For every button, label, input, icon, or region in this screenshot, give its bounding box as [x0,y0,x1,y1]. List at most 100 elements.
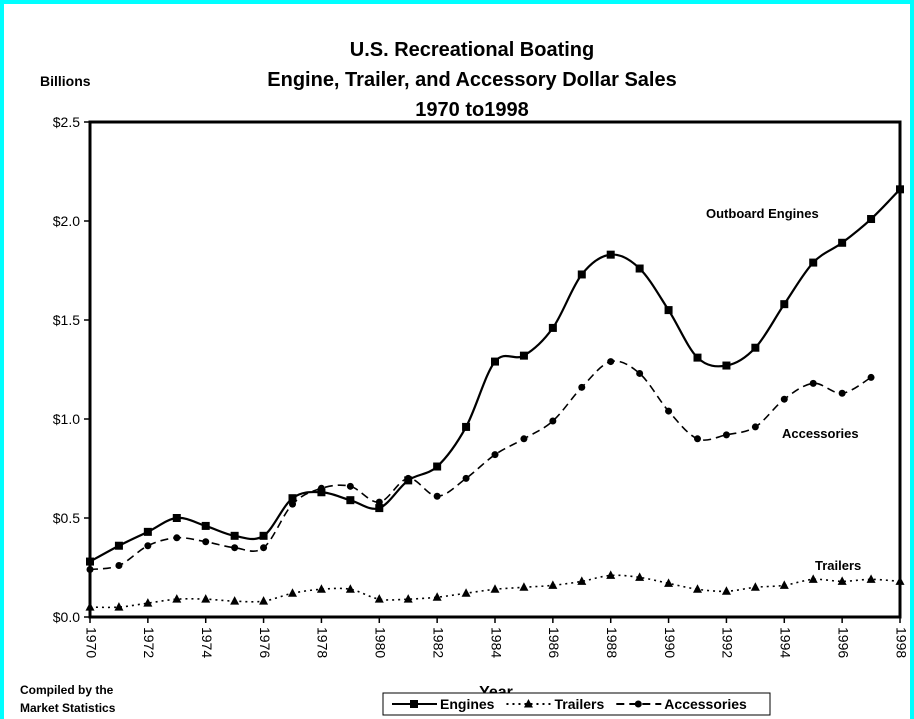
marker [317,488,326,497]
y-tick-label: $0.5 [53,510,80,526]
marker [172,594,182,603]
annotation: Outboard Engines [706,206,819,221]
marker [577,576,587,585]
marker [289,500,296,508]
marker [115,562,123,570]
marker [607,358,615,366]
marker [578,383,586,391]
marker [808,574,818,583]
marker [523,699,533,708]
marker [201,594,211,603]
marker [403,594,413,603]
marker [693,584,702,593]
marker [606,570,616,579]
marker [751,343,760,352]
x-tick-label: 1998 [893,627,909,658]
marker [665,407,673,415]
marker [461,588,471,597]
x-tick-label: 1994 [778,627,794,658]
marker [837,576,847,585]
marker [548,580,558,589]
x-tick-label: 1984 [488,627,504,658]
marker [809,379,817,387]
marker [317,484,325,492]
x-tick-label: 1986 [546,627,562,658]
x-tick-label: 1972 [141,627,157,658]
marker [433,492,441,500]
marker [345,584,355,593]
marker [577,270,586,279]
x-tick-label: 1976 [257,627,273,658]
annotation: Accessories [782,426,859,441]
marker [85,602,95,611]
marker [230,531,239,540]
marker [288,494,297,503]
marker [346,496,355,505]
marker [260,544,268,552]
marker [809,258,818,267]
marker [404,474,412,482]
y-tick-label: $1.5 [53,312,80,328]
marker [202,538,210,546]
marker [519,351,528,360]
marker [86,557,94,566]
marker [519,582,529,591]
series-line [89,360,872,571]
marker [144,542,152,550]
marker [86,565,94,573]
marker [867,215,876,224]
legend-label: Engines [440,696,495,712]
marker [721,586,731,595]
marker [433,462,442,471]
y-tick-label: $2.5 [53,114,80,130]
marker [114,541,123,550]
marker [867,373,875,381]
y-tick-label: $2.0 [53,213,80,229]
marker [201,521,210,530]
marker [693,353,702,362]
marker [143,527,152,536]
marker [866,574,876,583]
marker [779,580,789,589]
marker [259,531,268,540]
marker [548,323,557,332]
marker [751,423,759,431]
marker [173,534,181,542]
x-tick-label: 1970 [83,627,99,658]
chart-title: 1970 to1998 [415,99,528,121]
legend-label: Accessories [664,696,747,712]
marker [374,594,384,603]
marker [491,451,499,459]
marker [750,582,760,591]
x-tick-label: 1982 [430,627,446,658]
annotation: Trailers [815,558,861,573]
marker [375,498,383,506]
marker [462,422,471,431]
x-tick-label: 1974 [199,627,215,658]
marker [375,504,384,513]
source-note: Compiled by the [20,683,114,697]
x-tick-label: 1988 [604,627,620,658]
x-tick-label: 1990 [662,627,678,658]
marker [838,389,846,397]
legend-label: Trailers [554,696,604,712]
marker [635,572,645,581]
y-tick-label: $0.0 [53,609,80,625]
marker [549,417,557,425]
x-tick-label: 1980 [373,627,389,658]
marker [838,238,847,247]
marker [722,431,730,439]
marker [780,395,788,403]
marker [635,264,644,273]
marker [143,598,153,607]
marker [346,482,354,490]
marker [230,596,240,605]
marker [520,435,528,443]
marker [722,361,731,370]
plot-frame [88,120,902,619]
marker [664,578,674,587]
marker [491,357,499,366]
chart-title: Engine, Trailer, and Accessory Dollar Sa… [267,69,676,91]
